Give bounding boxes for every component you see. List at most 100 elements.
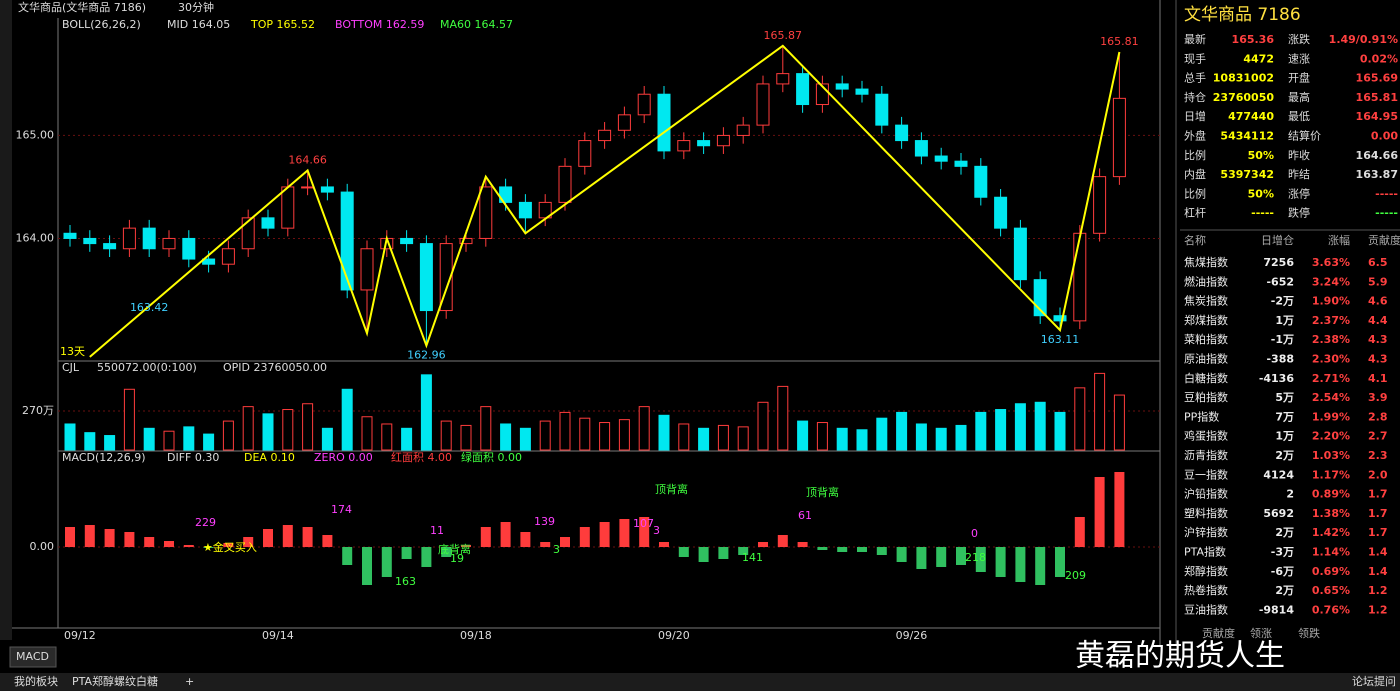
list-cell[interactable]: 2.20% — [1312, 430, 1350, 443]
list-cell[interactable]: 2.71% — [1312, 372, 1350, 385]
list-cell[interactable]: 0.69% — [1312, 565, 1350, 578]
macd-bar — [659, 542, 669, 547]
macd-bar — [975, 547, 986, 572]
list-cell[interactable]: -4136 — [1259, 372, 1295, 385]
macd-bar — [1015, 547, 1026, 582]
list-cell[interactable]: 1万 — [1275, 314, 1294, 327]
macd-annotation: 209 — [1065, 569, 1086, 582]
list-cell[interactable]: 7万 — [1275, 410, 1294, 423]
list-cell[interactable]: 2万 — [1275, 584, 1294, 597]
list-cell[interactable]: 1万 — [1275, 430, 1294, 443]
help-link[interactable]: 论坛提问 — [1352, 674, 1396, 688]
list-cell[interactable]: 1.17% — [1312, 468, 1350, 481]
list-cell[interactable]: 5692 — [1263, 507, 1294, 520]
list-cell[interactable]: 3.9 — [1368, 391, 1388, 404]
list-cell[interactable]: -2万 — [1271, 295, 1294, 308]
indicator-label: MACD(12,26,9) — [62, 451, 146, 464]
bottom-tab[interactable]: + — [185, 675, 194, 688]
list-cell[interactable]: 0.65% — [1312, 584, 1350, 597]
bottom-tab[interactable]: 我的板块 — [14, 674, 58, 688]
list-cell[interactable]: 白糖指数 — [1184, 371, 1228, 385]
list-cell[interactable]: -388 — [1266, 353, 1294, 366]
indicator-tab[interactable]: MACD — [16, 650, 49, 663]
volume-bar — [64, 423, 76, 451]
list-cell[interactable]: 1.7 — [1368, 507, 1388, 520]
list-cell[interactable]: 沪锌指数 — [1184, 525, 1228, 539]
list-cell[interactable]: 4.4 — [1368, 314, 1388, 327]
list-cell[interactable]: PP指数 — [1184, 409, 1219, 423]
list-cell[interactable]: -9814 — [1259, 603, 1295, 616]
list-cell[interactable]: 菜粕指数 — [1184, 332, 1228, 346]
list-cell[interactable]: -3万 — [1271, 546, 1294, 559]
list-cell[interactable]: 2.37% — [1312, 314, 1350, 327]
list-cell[interactable]: 1.7 — [1368, 526, 1388, 539]
list-cell[interactable]: 1.03% — [1312, 449, 1350, 462]
list-cell[interactable]: 2万 — [1275, 449, 1294, 462]
list-cell[interactable]: 1.42% — [1312, 526, 1350, 539]
top-period[interactable]: 30分钟 — [178, 0, 214, 14]
list-cell[interactable]: 沥青指数 — [1184, 448, 1228, 462]
list-cell[interactable]: 5.9 — [1368, 275, 1388, 288]
list-cell[interactable]: 1.7 — [1368, 488, 1388, 501]
list-tab[interactable]: 贡献度 — [1202, 626, 1235, 640]
list-cell[interactable]: 5万 — [1275, 391, 1294, 404]
list-cell[interactable]: 1.99% — [1312, 410, 1350, 423]
list-cell[interactable]: 2.7 — [1368, 430, 1388, 443]
list-cell[interactable]: -1万 — [1271, 333, 1294, 346]
list-cell[interactable]: 热卷指数 — [1184, 583, 1228, 597]
top-symbol[interactable]: 文华商品(文华商品 7186) — [18, 0, 146, 14]
quote-value: 164.66 — [1356, 149, 1399, 162]
list-cell[interactable]: 2.3 — [1368, 449, 1388, 462]
list-cell[interactable]: 6.5 — [1368, 256, 1388, 269]
list-cell[interactable]: 塑料指数 — [1184, 506, 1228, 520]
list-cell[interactable]: 1.14% — [1312, 546, 1350, 559]
list-cell[interactable]: 3.63% — [1312, 256, 1350, 269]
list-cell[interactable]: 焦炭指数 — [1184, 294, 1228, 308]
bottom-tab[interactable]: PTA郑醇螺纹白糖 — [72, 674, 158, 688]
list-cell[interactable]: -6万 — [1271, 565, 1294, 578]
list-cell[interactable]: 4124 — [1263, 468, 1294, 481]
list-cell[interactable]: 沪铅指数 — [1184, 487, 1228, 501]
list-cell[interactable]: 2.54% — [1312, 391, 1350, 404]
list-cell[interactable]: 1.4 — [1368, 565, 1388, 578]
macd-bar — [698, 547, 709, 562]
list-tab[interactable]: 领跌 — [1298, 626, 1320, 640]
list-cell[interactable]: 7256 — [1263, 256, 1294, 269]
indicator-tab-bg[interactable] — [9, 646, 57, 668]
list-cell[interactable]: 3.24% — [1312, 275, 1350, 288]
list-cell[interactable]: 郑煤指数 — [1184, 313, 1228, 327]
list-cell[interactable]: 焦煤指数 — [1184, 255, 1228, 269]
list-cell[interactable]: 燃油指数 — [1184, 274, 1228, 288]
list-cell[interactable]: 1.38% — [1312, 507, 1350, 520]
x-tick-label: 09/18 — [460, 629, 492, 642]
list-cell[interactable]: 4.3 — [1368, 353, 1388, 366]
list-cell[interactable]: 2.0 — [1368, 468, 1388, 481]
list-cell[interactable]: -652 — [1266, 275, 1294, 288]
list-cell[interactable]: 2.8 — [1368, 410, 1388, 423]
list-tab[interactable]: 领涨 — [1250, 627, 1272, 640]
list-cell[interactable]: 2.38% — [1312, 333, 1350, 346]
list-cell[interactable]: 1.2 — [1368, 584, 1388, 597]
candle-body — [756, 83, 770, 126]
list-cell[interactable]: 1.2 — [1368, 603, 1388, 616]
list-cell[interactable]: 1.90% — [1312, 295, 1350, 308]
list-cell[interactable]: 0.89% — [1312, 488, 1350, 501]
list-cell[interactable]: 2.30% — [1312, 353, 1350, 366]
list-cell[interactable]: 4.1 — [1368, 372, 1388, 385]
list-cell[interactable]: 1.4 — [1368, 546, 1388, 559]
list-cell[interactable]: 郑醇指数 — [1184, 564, 1228, 578]
list-cell[interactable]: 豆油指数 — [1184, 602, 1228, 616]
list-cell[interactable]: PTA指数 — [1184, 545, 1226, 559]
volume-bar — [599, 422, 611, 451]
list-cell[interactable]: 4.3 — [1368, 333, 1388, 346]
list-cell[interactable]: 鸡蛋指数 — [1184, 429, 1228, 443]
macd-annotation: 163 — [395, 575, 416, 588]
volume-bar — [1094, 372, 1106, 451]
list-cell[interactable]: 4.6 — [1368, 295, 1388, 308]
list-cell[interactable]: 豆粕指数 — [1184, 390, 1228, 404]
list-cell[interactable]: 原油指数 — [1184, 352, 1228, 366]
list-cell[interactable]: 0.76% — [1312, 603, 1350, 616]
list-cell[interactable]: 豆一指数 — [1184, 467, 1228, 481]
list-cell[interactable]: 2万 — [1275, 526, 1294, 539]
list-cell[interactable]: 2 — [1286, 488, 1294, 501]
